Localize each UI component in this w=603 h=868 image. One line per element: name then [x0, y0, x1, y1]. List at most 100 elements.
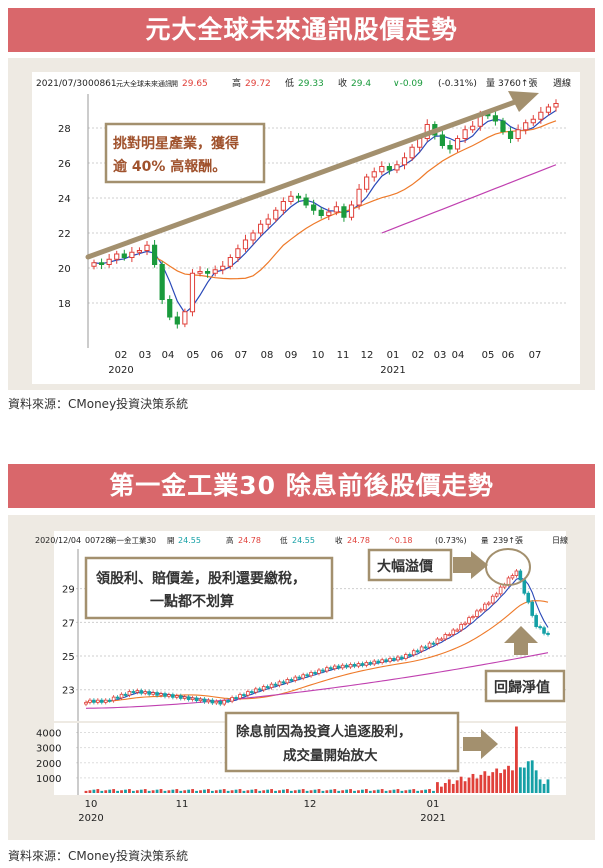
c2-volume-tick: 2000: [36, 759, 61, 770]
c2-open: 24.55: [178, 536, 201, 545]
c2-volume-bar: [88, 790, 92, 793]
c1-x-year: 2021: [380, 365, 405, 376]
c2-volume-bar: [447, 779, 451, 793]
c2-candle-body: [96, 699, 100, 703]
c2-candle-body: [242, 694, 246, 697]
chart2-banner: 第一金工業30 除息前後股價走勢: [8, 464, 595, 508]
c1-candle-body: [311, 204, 317, 211]
c2-volume-bar: [459, 776, 463, 793]
c2-volume-bar: [258, 790, 262, 793]
c1-candle-body: [507, 131, 514, 139]
c2-candle-body: [111, 696, 116, 702]
c2-candle-body: [317, 669, 321, 674]
c2-volume-bar: [135, 790, 139, 793]
c2-volume-bar: [112, 789, 116, 793]
c2-candle-body: [332, 665, 337, 670]
c2-candle-body: [352, 663, 357, 667]
c2-volume-bar: [301, 789, 305, 793]
c1-candle-body: [386, 166, 392, 171]
c2-volume-bar: [436, 782, 439, 793]
c1-date: 2021/07/30: [36, 79, 88, 89]
c2-volume-tick: 4000: [36, 729, 61, 740]
c2-candle-body: [143, 691, 148, 694]
c2-candle-body: [463, 622, 467, 625]
c1-x-tick: 03: [434, 350, 447, 361]
c1-candle-body: [189, 272, 196, 313]
c1-candle-body: [364, 176, 370, 190]
c1-candle-body: [136, 250, 143, 253]
c1-ma-long: [381, 164, 557, 234]
c2-volume-tick: 1000: [36, 774, 61, 785]
c1-vol: 3760↑張: [498, 78, 537, 89]
chart2-callout-surge: 大幅溢價: [367, 548, 488, 582]
chart1-source: 資料來源：CMoney投資決策系統: [8, 397, 189, 411]
c2-candle-body: [388, 658, 392, 662]
c1-candle-body: [114, 253, 120, 260]
c2-volume-bar: [333, 789, 337, 793]
chart1-candles: [91, 99, 559, 329]
c2-x-tick: 12: [304, 799, 317, 810]
c2-date: 2020/12/04: [35, 536, 81, 545]
c2-candle-body: [443, 634, 448, 640]
c1-candle-body: [121, 253, 127, 258]
chart2-callout-dividend-line1: 領股利、賠價差，股利還要繳稅，: [96, 570, 306, 587]
c2-volume-bar: [195, 790, 198, 793]
c2-candle-body: [467, 617, 471, 624]
c2-volume-bar: [293, 790, 297, 793]
c2-candle-body: [407, 654, 412, 657]
c2-volume-bar: [467, 777, 471, 793]
chart2-candles: [84, 568, 550, 707]
c2-candle-body: [194, 697, 199, 702]
c1-period: 週線: [553, 77, 571, 89]
c2-candle-body: [372, 660, 377, 665]
c1-candle-body: [454, 138, 461, 150]
c2-ma-short: [85, 577, 549, 703]
c2-volume-bar: [230, 790, 234, 793]
chart2-moving-averages: [85, 577, 549, 709]
chart1-annotation: 挑對明星產業，獲得 逾 40% 高報酬。: [104, 122, 266, 184]
c1-candle-body: [500, 120, 506, 132]
c2-volume-bar: [155, 789, 159, 793]
c2-y-tick: 27: [62, 618, 75, 629]
c2-volume-bar: [147, 790, 151, 793]
c2-y-tick: 29: [62, 585, 75, 596]
c1-candle-body: [492, 115, 499, 122]
c2-candle-body: [190, 697, 195, 700]
c1-candle-body: [409, 146, 415, 159]
c1-candle-body: [288, 195, 294, 202]
c2-volume-bar: [159, 789, 163, 793]
c2-candle-body: [135, 690, 140, 693]
c2-candle-body: [265, 686, 270, 689]
c2-low: 24.55: [292, 536, 315, 545]
c2-volume-bar: [542, 783, 546, 793]
c2-volume-bar: [250, 789, 254, 793]
c2-volume-bar: [518, 767, 522, 793]
c2-candle-body: [411, 650, 416, 656]
c2-volume-bar: [309, 790, 313, 793]
c2-candle-body: [273, 683, 278, 686]
c2-volume-bar: [151, 790, 155, 793]
c1-candle-body: [98, 262, 105, 265]
chart2-callout-dividend: 領股利、賠價差，股利還要繳稅， 一點都不划算: [84, 556, 334, 620]
c2-x-tick: 01: [427, 799, 440, 810]
c2-volume-bar: [424, 789, 427, 793]
c1-candle-body: [273, 209, 279, 220]
c2-open-label: 開: [167, 536, 175, 545]
c2-candle-body: [250, 691, 254, 694]
c2-candle-body: [269, 683, 274, 688]
c1-candle-body: [401, 157, 408, 166]
c2-candle-body: [127, 691, 132, 696]
c1-x-year: 2020: [108, 365, 133, 376]
chart1-y-axis: 18 20 22 24 26 28: [58, 94, 89, 348]
c2-volume-bar: [475, 778, 479, 793]
c1-close: 29.4: [351, 79, 371, 89]
c2-candle-body: [376, 660, 381, 664]
c1-candle-body: [212, 269, 218, 274]
c2-candle-body: [182, 696, 187, 699]
c2-volume-bar: [455, 780, 459, 793]
c2-volume-bar: [108, 789, 112, 793]
c2-volume-bar: [285, 789, 289, 793]
c2-low-label: 低: [280, 535, 288, 545]
c2-volume-bar: [471, 773, 475, 793]
c2-volume-bar: [305, 790, 309, 793]
